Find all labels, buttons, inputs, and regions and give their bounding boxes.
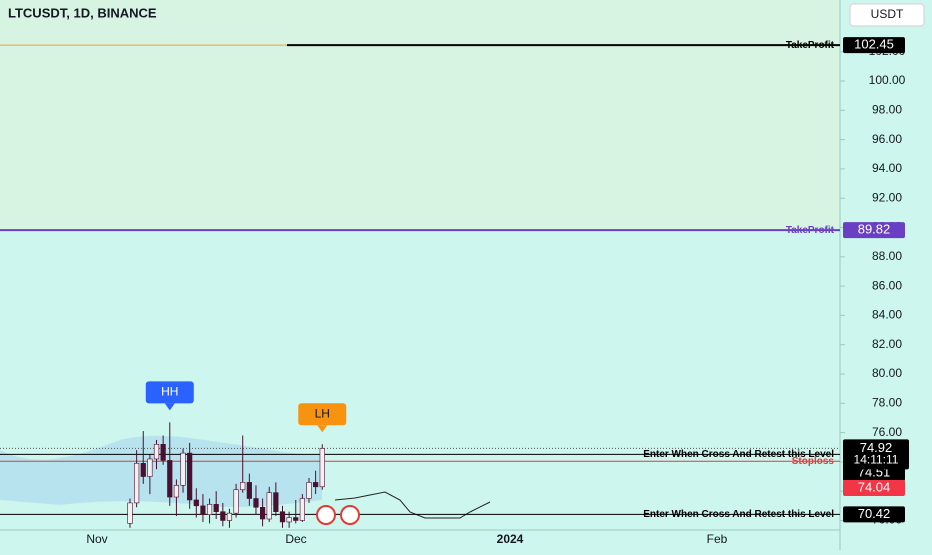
- candle-body: [220, 511, 226, 521]
- candle-body: [160, 444, 166, 461]
- candle-body: [279, 511, 286, 523]
- candle-body: [313, 482, 319, 488]
- candle-body: [286, 517, 292, 523]
- annotation-pointer: [317, 425, 328, 433]
- level-label: Enter When Cross And Retest this Level: [643, 449, 834, 460]
- candle-body: [173, 485, 180, 498]
- y-tick-label: 88.00: [872, 249, 902, 263]
- candle-body: [213, 504, 219, 512]
- price-box: [843, 37, 905, 54]
- candle-body: [200, 505, 206, 515]
- candle-body: [273, 492, 279, 512]
- candle-body: [167, 460, 173, 498]
- candle-body: [226, 512, 233, 521]
- candle-body: [299, 498, 305, 521]
- price-box-label: 89.82: [858, 222, 891, 237]
- y-tick-label: 86.00: [872, 278, 902, 292]
- candle-body: [246, 482, 252, 499]
- y-tick-label: 82.00: [872, 337, 902, 351]
- x-tick-label: Dec: [285, 532, 306, 546]
- annotation-box: [145, 381, 194, 404]
- candle-body: [147, 458, 153, 477]
- candle-body: [259, 506, 266, 520]
- currency-label[interactable]: USDT: [871, 7, 904, 21]
- candle-body: [206, 504, 213, 515]
- chart-title: LTCUSDT, 1D, BINANCE: [8, 5, 157, 20]
- candle-body: [306, 482, 312, 499]
- candle-body: [127, 502, 133, 524]
- level-label: Enter When Cross And Retest this Level: [643, 509, 834, 520]
- candle-body: [293, 517, 299, 521]
- price-box-label: 70.42: [858, 506, 891, 521]
- price-box-label: 74.04: [858, 479, 891, 494]
- level-label: Stoploss: [792, 456, 835, 467]
- candle-body: [140, 463, 146, 477]
- candle-body: [253, 498, 259, 508]
- x-tick-label: 2024: [497, 532, 524, 546]
- price-box: [843, 506, 905, 523]
- currency-button[interactable]: [849, 3, 925, 27]
- y-tick-label: 100.00: [869, 73, 906, 87]
- annotation-box: [298, 403, 347, 426]
- y-tick-label: 94.00: [872, 161, 902, 175]
- countdown-label: 14:11:11: [854, 453, 899, 467]
- candle-body: [266, 492, 272, 520]
- y-tick-label: 84.00: [872, 308, 902, 322]
- y-tick-label: 78.00: [872, 395, 902, 409]
- candle-body: [187, 452, 193, 501]
- last-price-box: [843, 439, 909, 470]
- level-label: TakeProfit: [786, 40, 835, 51]
- candle-body: [240, 482, 246, 491]
- x-tick-label: Feb: [707, 532, 728, 546]
- candle-body: [193, 499, 199, 507]
- y-tick-label: 92.00: [872, 190, 902, 204]
- event-icon: [316, 505, 336, 525]
- candle-body: [319, 448, 325, 488]
- level-label: TakeProfit: [786, 225, 835, 236]
- indicator-line: [334, 491, 491, 519]
- price-box: [843, 480, 905, 496]
- event-icon: [340, 505, 360, 525]
- last-price-label: 74.92: [860, 440, 893, 455]
- x-tick-label: Nov: [86, 532, 107, 546]
- candle-body: [180, 452, 186, 486]
- price-box-label: 102.45: [854, 37, 894, 52]
- profit-zone: [0, 0, 840, 231]
- candle-body: [134, 463, 140, 504]
- candle-body: [153, 444, 160, 460]
- y-tick-label: 96.00: [872, 132, 902, 146]
- annotation-label: HH: [161, 385, 178, 399]
- y-tick-label: 76.00: [872, 425, 902, 439]
- annotation-label: LH: [315, 406, 330, 420]
- annotation-pointer: [164, 403, 175, 411]
- y-tick-label: 98.00: [872, 102, 902, 116]
- candle-body: [233, 489, 239, 514]
- y-tick-label: 80.00: [872, 366, 902, 380]
- price-box: [843, 222, 905, 239]
